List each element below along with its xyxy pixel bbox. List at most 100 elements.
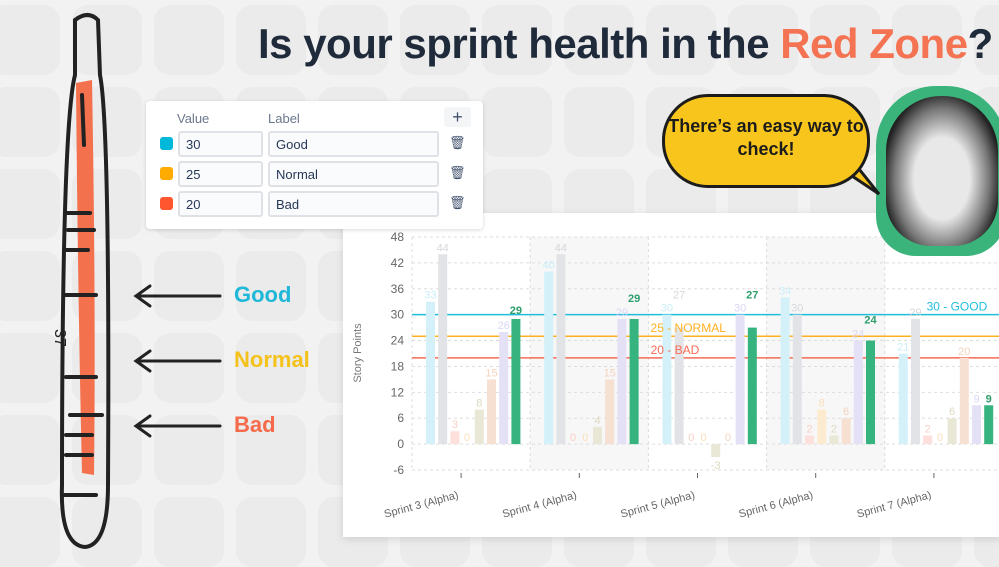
bar xyxy=(711,444,721,458)
person-photo xyxy=(876,86,999,256)
data-label: 6 xyxy=(949,406,955,418)
data-label: 30 xyxy=(734,303,746,315)
data-label: 33 xyxy=(424,290,436,302)
bar xyxy=(629,318,639,445)
arrows xyxy=(133,284,222,438)
trash-icon[interactable]: 🗑 xyxy=(449,165,466,180)
data-label: 40 xyxy=(543,260,555,272)
data-label: 29 xyxy=(909,307,921,319)
data-label: 0 xyxy=(700,432,706,444)
data-label: 15 xyxy=(485,367,497,379)
bar xyxy=(805,435,814,445)
bar xyxy=(959,357,969,445)
bar xyxy=(544,271,554,445)
bar xyxy=(662,314,672,445)
label-input[interactable]: Good xyxy=(268,131,439,157)
data-label: 0 xyxy=(725,432,731,444)
bar xyxy=(593,426,602,445)
threshold-row: 20 Bad 🗑 xyxy=(146,191,483,217)
data-label: 20 xyxy=(958,346,970,358)
data-label: 8 xyxy=(819,398,825,410)
trash-icon[interactable]: 🗑 xyxy=(449,135,466,150)
data-label: 0 xyxy=(582,432,588,444)
color-swatch[interactable] xyxy=(160,167,173,180)
data-label: 44 xyxy=(555,242,567,254)
y-tick-label: 36 xyxy=(391,282,405,296)
data-label: 24 xyxy=(852,329,864,341)
data-label: 30 xyxy=(791,303,803,315)
thermometer-mark: 37 xyxy=(51,329,68,347)
reference-line-label: 20 - BAD xyxy=(651,343,700,357)
value-input[interactable]: 25 xyxy=(178,161,263,187)
label-normal: Normal xyxy=(234,347,310,372)
data-label: 29 xyxy=(616,307,628,319)
data-label: 29 xyxy=(510,305,522,317)
bar xyxy=(511,318,521,445)
bar xyxy=(898,353,908,445)
title-text: Is your sprint health in the xyxy=(258,20,781,67)
reference-line-label: 25 - NORMAL xyxy=(651,321,727,335)
data-label: 29 xyxy=(628,293,640,305)
x-tick-label: Sprint 3 (Alpha) xyxy=(383,489,460,520)
color-swatch[interactable] xyxy=(160,137,173,150)
data-label: 8 xyxy=(476,398,482,410)
y-tick-label: 12 xyxy=(391,385,405,399)
face-image xyxy=(886,96,998,246)
add-threshold-button[interactable]: + xyxy=(444,107,471,127)
bar xyxy=(817,409,827,445)
page-title: Is your sprint health in the Red Zone? xyxy=(258,20,993,68)
plus-icon: + xyxy=(452,107,463,127)
bar xyxy=(487,379,496,445)
data-label: 15 xyxy=(604,367,616,379)
data-label: 2 xyxy=(831,423,837,435)
thresholds-panel: Value Label + 30 Good 🗑 25 Normal 🗑 20 B… xyxy=(146,101,483,229)
title-suffix: ? xyxy=(967,20,994,67)
thermometer-illustration: 37 xyxy=(51,13,111,550)
data-label: 9 xyxy=(986,393,992,405)
label-good: Good xyxy=(234,282,292,307)
value-input[interactable]: 30 xyxy=(178,131,263,157)
bar xyxy=(792,314,802,445)
data-label: -3 xyxy=(711,460,721,472)
trash-icon[interactable]: 🗑 xyxy=(449,195,466,210)
bar xyxy=(499,331,509,445)
x-tick-label: Sprint 4 (Alpha) xyxy=(501,489,578,520)
bar xyxy=(780,297,790,445)
y-tick-label: 0 xyxy=(397,437,404,451)
label-input[interactable]: Normal xyxy=(268,161,439,187)
bar xyxy=(853,340,863,445)
bar xyxy=(438,254,448,445)
data-label: 2 xyxy=(925,423,931,435)
bar xyxy=(866,340,875,445)
bar xyxy=(972,405,981,445)
y-tick-label: 6 xyxy=(397,411,404,425)
y-tick-label: 18 xyxy=(391,359,405,373)
bar xyxy=(450,431,460,445)
reference-line-label: 30 - GOOD xyxy=(927,300,988,314)
x-tick-label: Sprint 6 (Alpha) xyxy=(738,489,815,520)
data-label: 0 xyxy=(688,432,694,444)
label-input[interactable]: Bad xyxy=(268,191,439,217)
y-tick-label: 30 xyxy=(391,308,405,322)
data-label: 2 xyxy=(806,423,812,435)
threshold-row: 25 Normal 🗑 xyxy=(146,161,483,187)
y-tick-label: 24 xyxy=(391,334,405,348)
bar xyxy=(984,405,994,445)
data-label: 26 xyxy=(498,320,510,332)
bar xyxy=(426,301,435,445)
data-label: 34 xyxy=(779,285,791,297)
y-axis-label: Story Points xyxy=(352,323,364,383)
bar xyxy=(747,327,757,445)
sprint-chart: -6 0 6 12 18 24 30 36 42 48 Story Points 33 44 3 0 8 15 2… xyxy=(343,213,999,537)
data-label: 4 xyxy=(594,415,600,427)
bar xyxy=(947,418,957,445)
bar xyxy=(605,379,615,445)
data-label: 0 xyxy=(464,432,470,444)
bar xyxy=(474,409,484,445)
y-tick-label: -6 xyxy=(393,463,404,477)
color-swatch[interactable] xyxy=(160,197,173,210)
value-input[interactable]: 20 xyxy=(178,191,263,217)
y-tick-label: 48 xyxy=(391,230,405,244)
data-label: 9 xyxy=(973,393,979,405)
